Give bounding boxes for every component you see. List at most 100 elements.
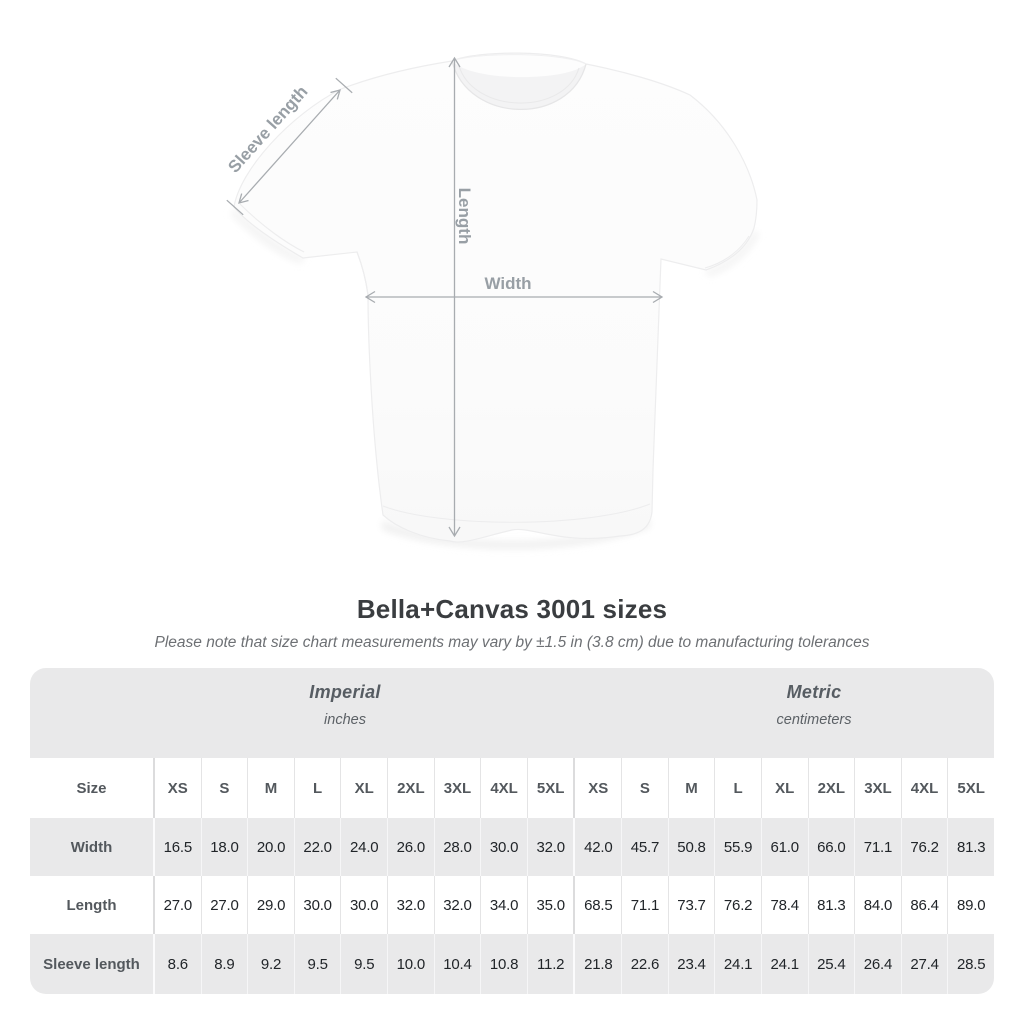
column-header-cell: L: [293, 758, 341, 818]
value-cell: 71.1: [854, 818, 901, 876]
column-header-cell: M: [667, 758, 715, 818]
value-cell: 20.0: [247, 818, 294, 876]
value-cell: 32.0: [526, 818, 574, 876]
value-cell-text: 28.5: [956, 955, 986, 973]
metric-label: Metric: [786, 682, 842, 702]
column-header-cell: 4XL: [480, 758, 527, 818]
value-cell: 8.6: [153, 934, 201, 994]
page-title: Bella+Canvas 3001 sizes: [356, 594, 668, 624]
value-cell: 30.0: [293, 876, 341, 934]
value-cell: 89.0: [947, 876, 994, 934]
value-cell-text: 81.3: [817, 896, 846, 914]
value-cell: 27.0: [153, 876, 201, 934]
value-cell: 16.5: [153, 818, 201, 876]
value-cell-text: 32.0: [396, 896, 426, 914]
value-cell-text: 30.0: [350, 896, 379, 914]
column-header-cell-text: M: [264, 779, 278, 797]
value-cell-text: 22.0: [303, 838, 332, 856]
value-cell: 21.8: [573, 934, 621, 994]
value-cell-text: 8.9: [214, 955, 235, 973]
value-cell: 9.5: [340, 934, 387, 994]
column-header-cell: XS: [573, 758, 621, 818]
value-cell: 24.0: [340, 818, 387, 876]
value-cell: 11.2: [526, 934, 574, 994]
row-label-text: Sleeve length: [43, 955, 140, 973]
value-cell-text: 18.0: [210, 838, 239, 856]
row-label: Length: [30, 876, 153, 934]
value-cell-text: 73.7: [677, 896, 706, 914]
imperial-unit: inches: [324, 712, 366, 728]
tolerance-note: Please note that size chart measurements…: [154, 634, 870, 651]
value-cell-text: 76.2: [910, 838, 939, 856]
value-cell-text: 21.8: [584, 955, 613, 973]
value-cell-text: 55.9: [723, 838, 753, 856]
column-header-cell: M: [247, 758, 294, 818]
value-cell: 24.1: [714, 934, 761, 994]
column-header-cell-text: S: [219, 779, 230, 797]
value-cell-text: 32.0: [443, 896, 472, 914]
value-cell: 24.1: [760, 934, 808, 994]
value-cell: 71.1: [621, 876, 668, 934]
value-cell-text: 78.4: [770, 896, 800, 914]
value-cell: 76.2: [900, 818, 948, 876]
width-label: Width: [484, 274, 531, 293]
value-cell: 29.0: [247, 876, 294, 934]
value-cell: 22.0: [293, 818, 341, 876]
value-cell-text: 27.4: [910, 955, 939, 973]
table-row-length: Length 27.0 27.0 29.0 30.0 30.0 32.0 32.0 34.0 35…: [30, 876, 994, 934]
column-header-cell: L: [714, 758, 761, 818]
imperial-group-header: Imperial inches: [309, 682, 380, 728]
value-cell: 9.2: [247, 934, 294, 994]
value-cell: 30.0: [480, 818, 527, 876]
value-cell-text: 34.0: [489, 896, 519, 914]
column-header-cell-text: S: [639, 779, 650, 797]
value-cell-text: 8.6: [167, 955, 188, 973]
column-header-cell: 3XL: [854, 758, 901, 818]
row-label-text: Width: [70, 838, 113, 856]
value-cell-text: 32.0: [536, 838, 565, 856]
value-cell-text: 68.5: [584, 896, 613, 914]
column-header-cell: S: [621, 758, 668, 818]
value-cell-text: 26.4: [863, 955, 893, 973]
value-cell: 27.4: [900, 934, 948, 994]
value-cell: 68.5: [573, 876, 621, 934]
value-cell: 50.8: [667, 818, 715, 876]
collar: [451, 54, 587, 111]
value-cell-text: 10.0: [396, 955, 426, 973]
value-cell: 66.0: [807, 818, 855, 876]
value-cell-text: 45.7: [630, 838, 660, 856]
table-row-width: Width 16.5 18.0 20.0 22.0 24.0 26.0 28.0 30.0 32.…: [30, 818, 994, 876]
value-cell-text: 20.0: [256, 838, 286, 856]
metric-unit: centimeters: [776, 712, 852, 728]
value-cell: 35.0: [526, 876, 574, 934]
value-cell: 27.0: [200, 876, 248, 934]
column-header-cell-text: 3XL: [443, 779, 472, 797]
column-header-cell-text: 4XL: [910, 779, 939, 797]
row-label: Width: [30, 818, 153, 876]
tshirt-illustration: Sleeve length Length Width: [224, 52, 760, 550]
column-header-cell-text: XS: [588, 779, 609, 797]
value-cell-text: 24.1: [723, 955, 753, 973]
value-cell: 10.0: [387, 934, 434, 994]
metric-group-header: Metric centimeters: [777, 682, 852, 728]
row-label-text: Length: [66, 896, 117, 914]
column-header-cell-text: M: [685, 779, 698, 797]
column-header-cell: 4XL: [900, 758, 948, 818]
column-header-cell: 5XL: [526, 758, 574, 818]
value-cell: 22.6: [621, 934, 668, 994]
value-cell-text: 10.4: [443, 955, 472, 973]
column-header-cell: 2XL: [387, 758, 434, 818]
value-cell-text: 50.8: [677, 838, 706, 856]
column-header-cell: XL: [760, 758, 808, 818]
column-header-cell: 2XL: [807, 758, 855, 818]
value-cell: 78.4: [760, 876, 808, 934]
value-cell-text: 27.0: [210, 896, 239, 914]
value-cell: 10.4: [433, 934, 481, 994]
value-cell: 34.0: [480, 876, 527, 934]
value-cell-text: 10.8: [489, 955, 519, 973]
value-cell: 26.4: [854, 934, 901, 994]
value-cell-text: 30.0: [303, 896, 332, 914]
value-cell: 76.2: [714, 876, 761, 934]
sleeve-length-arrow: [226, 77, 353, 216]
corner-size-label-text: Size: [76, 779, 107, 797]
